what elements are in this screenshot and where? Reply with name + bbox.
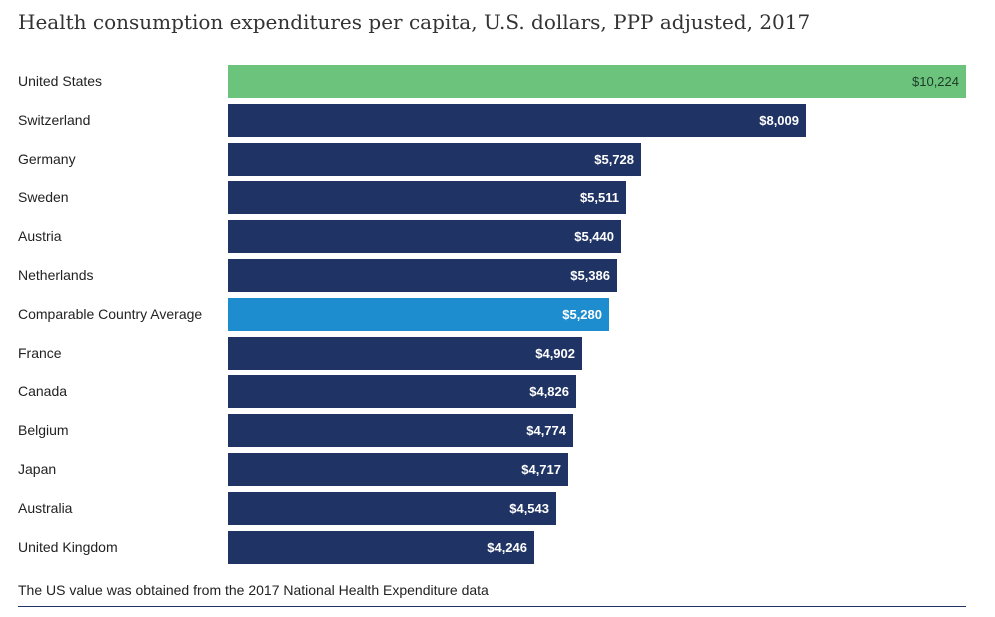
bar-row-united-states: United States $10,224	[0, 63, 995, 98]
data-label-belgium: $4,774	[526, 423, 566, 439]
bar-row-japan: Japan $4,717	[0, 451, 995, 486]
data-label-comparable-country-average: $5,280	[562, 306, 602, 322]
data-label-switzerland: $8,009	[759, 112, 799, 128]
bar-row-united-kingdom: United Kingdom $4,246	[0, 529, 995, 564]
category-label-comparable-country-average: Comparable Country Average	[18, 305, 203, 322]
category-label-germany: Germany	[18, 150, 76, 167]
chart-footnote: The US value was obtained from the 2017 …	[18, 582, 489, 598]
bar-germany: $5,728	[228, 142, 641, 176]
footer-divider	[18, 606, 966, 607]
bar-row-austria: Austria $5,440	[0, 218, 995, 254]
data-label-france: $4,902	[535, 345, 575, 361]
category-label-netherlands: Netherlands	[18, 267, 94, 283]
category-label-switzerland: Switzerland	[18, 111, 91, 128]
category-label-united-states: United States	[18, 73, 103, 89]
bar-row-germany: Germany $5,728	[0, 141, 995, 176]
bar-netherlands: $5,386	[228, 259, 617, 292]
bar-sweden: $5,511	[228, 181, 626, 215]
category-label-sweden: Sweden	[18, 189, 69, 206]
bar-austria: $5,440	[228, 220, 621, 254]
data-label-australia: $4,543	[509, 500, 549, 516]
category-label-belgium: Belgium	[18, 422, 69, 439]
bar-row-canada: Canada $4,826	[0, 373, 995, 409]
category-label-austria: Austria	[18, 228, 62, 245]
data-label-austria: $5,440	[574, 229, 614, 245]
data-label-germany: $5,728	[594, 151, 634, 167]
bar-row-belgium: Belgium $4,774	[0, 412, 995, 448]
category-label-united-kingdom: United Kingdom	[18, 538, 118, 555]
bar-belgium: $4,774	[228, 414, 573, 448]
bar-australia: $4,543	[228, 491, 556, 525]
bar-switzerland: $8,009	[228, 103, 806, 137]
data-label-japan: $4,717	[521, 462, 561, 477]
bar-row-australia: Australia $4,543	[0, 490, 995, 525]
data-label-canada: $4,826	[529, 384, 569, 400]
data-label-united-kingdom: $4,246	[487, 539, 527, 555]
bar-united-kingdom: $4,246	[228, 530, 534, 564]
bar-comparable-country-average: $5,280	[228, 297, 609, 331]
bar-france: $4,902	[228, 336, 582, 370]
category-label-canada: Canada	[18, 383, 68, 400]
bar-row-comparable-country-average: Comparable Country Average $5,280	[0, 296, 995, 331]
bar-row-sweden: Sweden $5,511	[0, 179, 995, 215]
chart-title: Health consumption expenditures per capi…	[18, 10, 811, 34]
category-label-france: France	[18, 344, 62, 361]
bar-row-netherlands: Netherlands $5,386	[0, 257, 995, 292]
bar-row-france: France $4,902	[0, 335, 995, 370]
category-label-japan: Japan	[18, 461, 57, 477]
bar-row-switzerland: Switzerland $8,009	[0, 102, 995, 137]
data-label-netherlands: $5,386	[570, 268, 610, 283]
category-label-australia: Australia	[18, 499, 73, 516]
bar-japan: $4,717	[228, 453, 568, 486]
data-label-united-states: $10,224	[912, 74, 959, 89]
bar-united-states: $10,224	[228, 65, 966, 98]
data-label-sweden: $5,511	[579, 190, 619, 206]
bar-chart: United States $10,224 Switzerland $8,009 Ger…	[0, 63, 995, 567]
bar-canada: $4,826	[228, 375, 576, 409]
